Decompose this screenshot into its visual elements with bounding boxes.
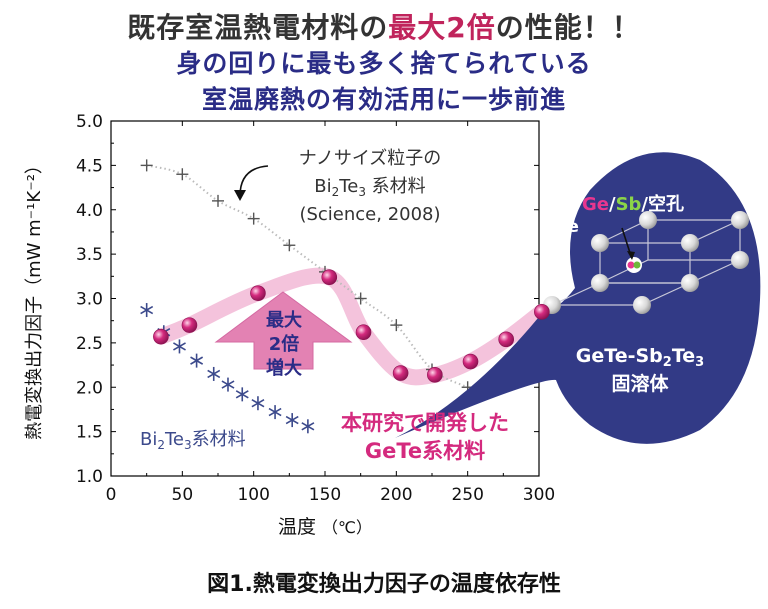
x-tick-label: 150 xyxy=(309,485,341,505)
y-tick-label: 2.0 xyxy=(76,378,103,398)
nano-point xyxy=(176,168,189,181)
headline-sub-1: 身の回りに最も多く捨てられている xyxy=(176,49,592,78)
bubble-shape xyxy=(395,152,761,444)
gete-point xyxy=(462,353,479,370)
bi2te3-point xyxy=(285,413,299,428)
nano-point xyxy=(283,239,296,252)
nano-point xyxy=(390,319,403,332)
up-arrow-icon xyxy=(214,291,353,370)
y-tick-label: 3.0 xyxy=(76,290,103,310)
bi2te3-label: Bi2Te3系材料 xyxy=(140,429,246,452)
gete-point xyxy=(392,365,409,381)
nano-point xyxy=(212,194,224,207)
gete-point xyxy=(534,304,550,320)
gete-band-layer xyxy=(152,267,550,386)
increase-arrow: 最大 2倍 増大 xyxy=(214,291,353,379)
bi2te3-series xyxy=(140,303,315,434)
x-axis-label: 温度 （℃） xyxy=(278,516,372,538)
x-tick-label: 0 xyxy=(106,485,117,505)
pointer-arrowhead xyxy=(627,251,635,260)
nano-arrowhead-icon xyxy=(234,190,246,201)
y-tick-label: 1.0 xyxy=(76,467,103,487)
gete-label-line1: 本研究で開発した xyxy=(341,411,509,435)
bi2te3-point xyxy=(235,387,249,402)
bi2te3-point xyxy=(251,396,265,411)
nano-annotation-line1: ナノサイズ粒子の xyxy=(299,148,442,169)
x-axis-label-main: 温度 xyxy=(278,516,316,538)
gete-point xyxy=(427,367,443,383)
headline-main-pre: 既存室温熱電材料の xyxy=(127,11,389,44)
x-tick-label: 300 xyxy=(523,485,555,505)
gete-series xyxy=(153,269,550,383)
y-tick-label: 4.5 xyxy=(76,156,103,176)
y-tick-label: 1.5 xyxy=(76,423,103,443)
x-tick-label: 50 xyxy=(172,485,194,505)
bi2te3-point xyxy=(173,339,186,354)
nano-annotation-line2: Bi2Te3 系材料 xyxy=(314,176,425,199)
te-label: Te xyxy=(558,217,579,237)
nano-point xyxy=(354,292,367,305)
headline-sub-2: 室温廃熱の有効活用に一歩前進 xyxy=(201,85,566,114)
bubble-solid-solution: 固溶体 xyxy=(611,372,669,395)
x-axis: 0 50 100 150 200 250 300 xyxy=(106,121,555,505)
arrow-label-3: 増大 xyxy=(266,357,302,379)
nano-trend-line xyxy=(146,164,469,389)
y-tick-label: 4.0 xyxy=(76,201,103,221)
nano-annotation-line3: (Science, 2008) xyxy=(299,204,440,225)
nano-point xyxy=(247,212,260,225)
gete-point xyxy=(153,328,169,345)
y-tick-label: 3.5 xyxy=(76,245,103,265)
ge-label: Ge xyxy=(582,194,609,215)
bi2te3-point xyxy=(140,303,154,318)
nano-point xyxy=(140,159,153,172)
x-axis-label-unit: （℃） xyxy=(322,518,372,537)
y-axis-label: 熱電変換出力因子（mW m⁻¹K⁻²） xyxy=(24,156,45,440)
gete-point xyxy=(355,324,372,341)
y-tick-label: 5.0 xyxy=(76,112,103,132)
headline-main-accent: 最大2倍 xyxy=(388,11,496,44)
sb-label: Sb xyxy=(616,194,642,215)
y-tick-label: 2.5 xyxy=(76,334,103,354)
headline-main: 既存室温熱電材料の最大2倍の性能！！ xyxy=(0,6,768,46)
headline-main-post: の性能！！ xyxy=(495,11,641,44)
arrow-label-2: 2倍 xyxy=(269,333,300,355)
gete-label-line2: GeTe系材料 xyxy=(365,439,485,463)
gete-point xyxy=(498,331,514,348)
structure-bubble: Ge/Sb/空孔 Te GeTe-Sb2Te3 固溶体 xyxy=(395,152,761,444)
slash-label: / xyxy=(609,194,616,215)
x-tick-label: 250 xyxy=(451,485,483,505)
bubble-site-label: Ge/Sb/空孔 xyxy=(582,193,684,215)
gete-trend-band xyxy=(152,267,550,386)
x-tick-label: 200 xyxy=(380,485,412,505)
vacancy-label: /空孔 xyxy=(641,193,684,215)
bi2te3-point xyxy=(221,377,235,392)
bi2te3-point xyxy=(190,353,204,368)
gete-point xyxy=(250,285,266,301)
gete-point xyxy=(321,269,338,286)
y-axis: 1.0 1.5 2.0 2.5 3.0 3.5 4.0 4.5 5.0 xyxy=(76,112,539,487)
arrow-label-1: 最大 xyxy=(266,309,302,331)
figure-caption: 図1.熱電変換出力因子の温度依存性 xyxy=(207,572,561,597)
gete-point xyxy=(181,317,198,333)
bi2te3-point xyxy=(301,419,315,434)
bi2te3-point xyxy=(207,366,221,381)
bi2te3-point xyxy=(268,405,282,420)
bubble-formula: GeTe-Sb2Te3 xyxy=(576,345,704,370)
x-tick-label: 100 xyxy=(237,485,269,505)
